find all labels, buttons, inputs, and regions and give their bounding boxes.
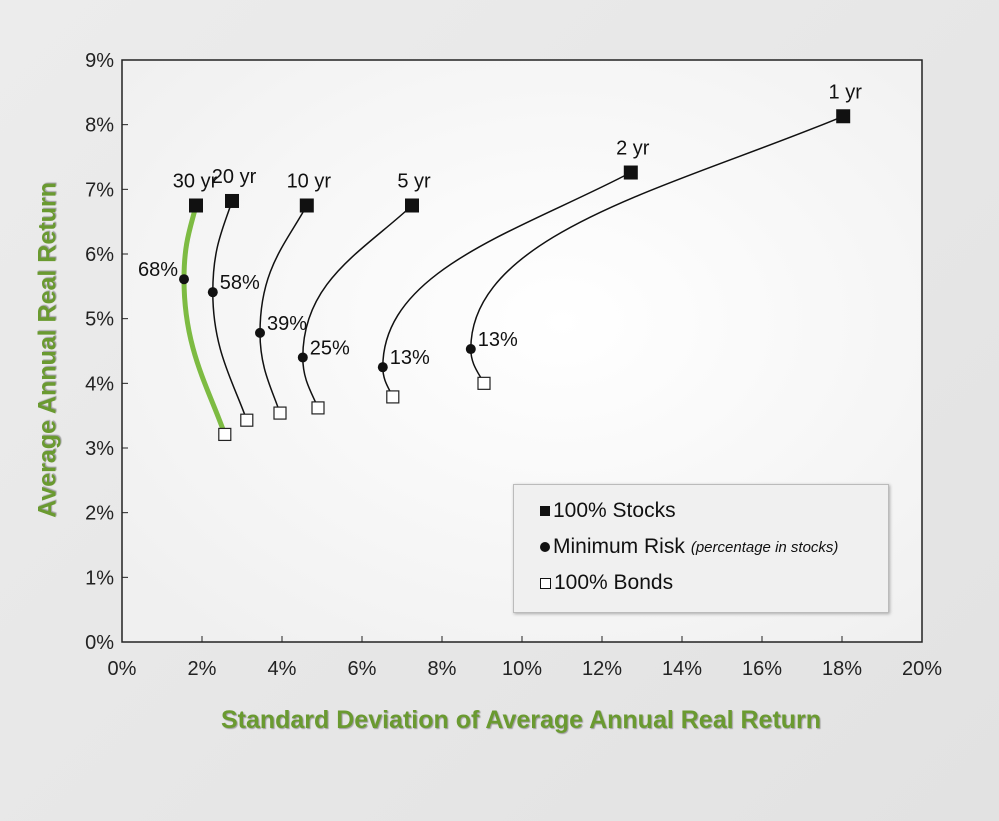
horizon-label: 30 yr <box>173 171 218 193</box>
legend-label: 100% Bonds <box>554 571 674 594</box>
min-risk-marker <box>465 344 476 355</box>
y-tick-label: 7% <box>85 179 114 201</box>
frontier-curve-30yr <box>181 204 228 436</box>
horizon-label: 10 yr <box>287 171 332 193</box>
horizon-label: 2 yr <box>616 138 650 160</box>
y-tick-label: 4% <box>85 373 114 395</box>
filled-square-icon <box>540 506 550 516</box>
min-risk-label: 13% <box>390 347 430 369</box>
stocks-marker <box>405 198 419 213</box>
y-tick-label: 1% <box>85 567 114 589</box>
y-axis-title: Average Annual Real Return <box>33 182 62 518</box>
horizon-label: 5 yr <box>397 171 431 193</box>
frontier-curve-1yr <box>470 115 844 384</box>
bonds-marker <box>311 401 325 415</box>
y-tick-label: 2% <box>85 503 114 525</box>
min-risk-marker <box>207 287 218 298</box>
stocks-marker <box>623 165 638 180</box>
stocks-marker <box>189 198 203 213</box>
y-tick-label: 0% <box>85 632 114 654</box>
min-risk-label: 68% <box>138 259 178 281</box>
min-risk-label: 39% <box>267 313 307 335</box>
horizon-label: 1 yr <box>829 81 863 103</box>
min-risk-label: 13% <box>478 329 518 351</box>
open-square-icon <box>540 577 551 589</box>
x-tick-label: 4% <box>268 658 297 680</box>
x-axis-title: Standard Deviation of Average Annual Rea… <box>220 706 822 734</box>
min-risk-marker <box>179 274 189 285</box>
bonds-marker <box>273 406 287 420</box>
min-risk-marker <box>255 327 265 338</box>
frontier-curve-5yr <box>302 204 413 409</box>
filled-circle-icon <box>540 542 550 552</box>
y-tick-label: 6% <box>85 244 114 266</box>
x-tick-label: 16% <box>742 658 782 680</box>
legend-label: Minimum Risk <box>553 535 685 558</box>
min-risk-label: 25% <box>310 337 350 359</box>
bonds-marker <box>386 390 400 404</box>
legend-item-bonds: 100% Bonds <box>540 571 673 595</box>
legend-item-stocks: 100% Stocks <box>540 499 676 523</box>
bonds-marker <box>477 376 491 390</box>
min-risk-label: 58% <box>220 272 260 294</box>
y-tick-label: 5% <box>85 309 114 331</box>
x-tick-label: 10% <box>502 658 542 680</box>
stocks-marker <box>225 193 239 208</box>
x-tick-label: 12% <box>582 658 622 680</box>
stocks-marker <box>299 198 314 213</box>
bonds-marker <box>218 427 232 442</box>
legend-item-minrisk: Minimum Risk (percentage in stocks) <box>540 535 838 559</box>
y-tick-label: 8% <box>85 115 114 137</box>
x-tick-label: 6% <box>348 658 377 680</box>
min-risk-marker <box>377 362 388 373</box>
x-tick-label: 20% <box>902 658 942 680</box>
legend: 100% Stocks Minimum Risk (percentage in … <box>513 484 889 613</box>
horizon-label: 20 yr <box>212 166 257 188</box>
x-tick-label: 2% <box>188 658 217 680</box>
legend-label: 100% Stocks <box>553 499 676 522</box>
x-tick-label: 8% <box>428 658 457 680</box>
min-risk-marker <box>297 352 308 363</box>
bonds-marker <box>240 413 254 427</box>
legend-note: (percentage in stocks) <box>690 538 839 556</box>
x-tick-label: 14% <box>662 658 702 680</box>
stocks-marker <box>836 109 851 124</box>
frontier-curve-2yr <box>382 171 632 398</box>
y-tick-label: 9% <box>85 50 114 72</box>
y-tick-label: 3% <box>85 438 114 460</box>
x-tick-label: 0% <box>108 658 137 680</box>
x-tick-label: 18% <box>822 658 862 680</box>
